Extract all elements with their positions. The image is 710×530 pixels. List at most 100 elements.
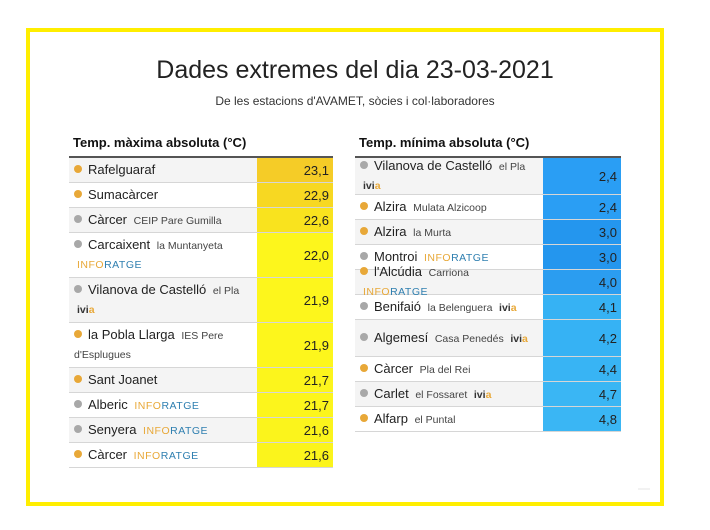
station-location: el Puntal [414,413,456,426]
station-location: IES Pere d'Esplugues [74,330,224,361]
temperature-value: 23,1 [257,158,333,182]
station-name: Càrcer [374,360,414,376]
station-name: Carlet [374,385,409,401]
station-cell: la Pobla Llarga IES Pere d'Esplugues [69,323,257,367]
ivia-logo-part: a [510,301,517,314]
station-name: la Pobla Llarga [88,327,175,342]
station-cell: Càrcer CEIP Pare Gumilla [69,208,257,232]
max-table-rows: Rafelguaraf 23,1 Sumacàrcer 22,9 Càrcer CEIP… [69,158,333,468]
temperature-value: 4,8 [543,407,621,431]
table-row: la Pobla Llarga IES Pere d'Esplugues 21,9 [69,323,333,368]
station-label: Carcaixent la Muntanyeta INFORATGE [74,236,253,274]
station-cell: Càrcer INFORATGE [69,443,257,467]
station-label: la Pobla Llarga IES Pere d'Esplugues [74,326,253,364]
table-row: Càrcer CEIP Pare Gumilla 22,6 [69,208,333,233]
page-title: Dades extremes del dia 23-03-2021 [156,56,554,84]
ivia-logo-part: a [88,304,95,316]
station-cell: Vilanova de Castelló el Pla ivia [355,158,543,194]
table-row: Carcaixent la Muntanyeta INFORATGE 22,0 [69,233,333,278]
table-row: Vilanova de Castelló el Pla ivia 21,9 [69,278,333,323]
temperature-value: 4,1 [543,295,621,319]
orange-dot-icon [74,375,82,383]
temperature-value: 2,4 [543,195,621,219]
orange-dot-icon [360,267,368,275]
temperature-value: 3,0 [543,220,621,244]
station-label: Montroi INFORATGE [360,248,489,267]
ivia-logo: ivia [510,333,528,345]
station-location: el Pla [498,161,526,173]
station-label: Carlet el Fossaret ivia [360,385,491,404]
station-location: Carriona [428,267,469,279]
station-label: Vilanova de Castelló el Pla ivia [74,281,253,319]
yellow-frame [26,28,664,506]
inforatge-logo-part: INFO [363,286,391,298]
inforatge-logo-part: RATGE [160,449,199,462]
table-row: l'Alcúdia Carriona INFORATGE 4,0 [355,264,621,298]
inforatge-logo: INFORATGE [134,400,199,412]
gray-dot-icon [360,161,368,169]
temperature-value: 4,4 [543,357,621,381]
inforatge-logo-part: INFO [133,449,161,462]
table-row: Senyera INFORATGE 21,6 [69,418,333,443]
station-name: Vilanova de Castelló [374,158,493,173]
station-name: l'Alcúdia [374,264,423,279]
ivia-logo-part: ivi [473,388,486,401]
station-cell: Benifaió la Belenguera ivia [355,295,543,319]
station-location: la Muntanyeta [156,240,223,252]
inforatge-logo-part: INFO [134,399,162,412]
station-label: l'Alcúdia Carriona INFORATGE [360,263,539,301]
temperature-value: 4,7 [543,382,621,406]
station-label: Algemesí Casa Penedés ivia [360,329,528,348]
temperature-value: 4,2 [543,320,621,356]
station-cell: Alzira Mulata Alzicoop [355,195,543,219]
station-cell: Montroi INFORATGE [355,245,543,269]
gray-dot-icon [360,332,368,341]
station-label: Càrcer INFORATGE [74,446,199,465]
temperature-value: 22,6 [257,208,333,232]
station-label: Sumacàrcer [74,186,158,204]
gray-dot-icon [74,240,82,248]
ivia-logo: ivia [499,302,517,314]
temperature-value: 21,6 [257,443,333,467]
gray-dot-icon [74,285,82,293]
inforatge-logo: INFORATGE [363,286,428,298]
station-cell: Càrcer Pla del Rei [355,357,543,381]
orange-dot-icon [360,226,368,235]
orange-dot-icon [360,201,368,210]
station-name: Alberic [88,396,128,412]
station-name: Rafelguaraf [88,162,156,177]
table-row: Alzira Mulata Alzicoop 2,4 [355,195,621,220]
ivia-logo-part: a [374,180,381,192]
station-cell: Alberic INFORATGE [69,393,257,417]
gray-dot-icon [74,424,82,433]
station-cell: Senyera INFORATGE [69,418,257,442]
station-name: Sumacàrcer [88,187,159,202]
station-cell: Vilanova de Castelló el Pla ivia [69,278,257,322]
station-cell: Alfarp el Puntal [355,407,543,431]
orange-dot-icon [74,330,82,338]
inforatge-logo-part: RATGE [170,424,209,437]
corner-mark [638,488,650,490]
orange-dot-icon [74,449,82,458]
station-name: Alzira [374,223,407,239]
gray-dot-icon [74,399,82,408]
orange-dot-icon [74,190,82,198]
station-name: Alzira [374,198,407,214]
station-name: Càrcer [88,211,128,227]
station-name: Benifaió [374,298,421,314]
ivia-logo-part: a [485,388,492,401]
min-table-rows: Vilanova de Castelló el Pla ivia 2,4 Alzir… [355,158,621,432]
table-row: Càrcer Pla del Rei 4,4 [355,357,621,382]
station-label: Sant Joanet [74,371,157,389]
station-cell: Carlet el Fossaret ivia [355,382,543,406]
inforatge-logo-part: RATGE [161,399,200,412]
gray-dot-icon [360,251,368,260]
station-cell: Alzira la Murta [355,220,543,244]
table-row: Carlet el Fossaret ivia 4,7 [355,382,621,407]
ivia-logo: ivia [363,180,381,192]
table-row: Algemesí Casa Penedés ivia 4,2 [355,320,621,357]
ivia-logo-part: ivi [77,304,89,316]
station-location: el Pla [212,285,240,297]
inforatge-logo-part: RATGE [451,251,489,264]
table-row: Rafelguaraf 23,1 [69,158,333,183]
